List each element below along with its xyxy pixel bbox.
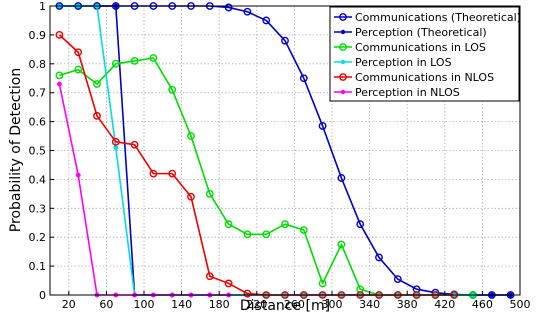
data-point — [149, 169, 158, 178]
x-tick-label: 60 — [99, 298, 113, 311]
data-point — [55, 71, 64, 80]
data-point — [262, 16, 271, 25]
legend-box — [329, 6, 520, 102]
x-tick-label: 260 — [284, 298, 305, 311]
data-point — [299, 74, 308, 83]
data-point — [93, 80, 101, 88]
data-point — [93, 111, 101, 120]
data-point — [187, 132, 195, 140]
data-point — [243, 230, 252, 239]
data-point — [74, 48, 83, 57]
legend-item: Perception in NLOS — [334, 86, 460, 99]
legend-label: Perception in LOS — [355, 56, 452, 69]
data-point — [149, 54, 158, 62]
data-point — [281, 220, 289, 229]
x-tick-label: 500 — [510, 298, 531, 311]
data-point — [356, 220, 365, 229]
data-point — [393, 275, 402, 284]
data-point — [262, 230, 271, 239]
data-point — [205, 189, 214, 198]
data-point — [205, 272, 214, 281]
legend-swatch-marker — [339, 13, 347, 21]
data-point — [187, 192, 195, 201]
data-point — [375, 253, 383, 262]
y-axis-label: Probability of Detection — [8, 68, 24, 232]
data-point — [243, 289, 252, 298]
y-tick-label: 0.7 — [29, 87, 47, 100]
y-tick-label: 0.1 — [29, 260, 47, 273]
x-axis-label: Distance [m] — [240, 298, 330, 314]
x-tick-label: 300 — [322, 298, 343, 311]
y-tick-label: 0.5 — [29, 145, 47, 158]
data-point — [111, 137, 120, 146]
x-tick-label: 180 — [209, 298, 230, 311]
data-point — [168, 85, 177, 94]
data-point — [55, 31, 64, 39]
legend-label: Communications in NLOS — [355, 71, 494, 84]
y-tick-label: 0 — [39, 289, 46, 302]
y-tick-label: 0.3 — [29, 202, 47, 215]
data-point — [111, 59, 120, 68]
data-point — [224, 279, 233, 288]
data-point — [56, 81, 62, 87]
legend-swatch-marker — [339, 73, 347, 81]
legend-item: Communications in LOS — [334, 41, 486, 54]
y-tick-label: 0.4 — [29, 173, 47, 186]
x-tick-label: 100 — [134, 298, 155, 311]
x-tick-label: 140 — [171, 298, 192, 311]
x-tick-label: 340 — [359, 298, 380, 311]
legend-label: Perception in NLOS — [355, 86, 460, 99]
legend-item: Communications (Theoretical) — [334, 11, 521, 24]
legend-swatch-marker — [340, 89, 346, 95]
legend-label: Communications (Theoretical) — [355, 11, 521, 24]
data-point — [337, 240, 346, 249]
x-tick-label: 20 — [62, 298, 76, 311]
legend-label: Communications in LOS — [355, 41, 486, 54]
legend-label: Perception (Theoretical) — [355, 26, 487, 39]
y-tick-label: 0.9 — [29, 29, 47, 42]
y-tick-label: 0.6 — [29, 116, 47, 129]
data-point — [318, 122, 327, 130]
tick-layer: 20 60 100 140 180 220 260 300 340 380 420 460 500 0 0.… — [29, 0, 531, 311]
data-point — [113, 145, 119, 151]
y-tick-label: 0.8 — [29, 58, 47, 71]
x-tick-label: 420 — [434, 298, 455, 311]
data-point — [318, 279, 327, 288]
data-point — [224, 220, 233, 229]
legend-item: Perception (Theoretical) — [334, 26, 487, 39]
legend-swatch-marker — [340, 29, 346, 35]
x-tick-label: 380 — [397, 298, 418, 311]
legend: Communications (Theoretical) Perception (… — [329, 6, 521, 102]
data-point — [224, 3, 233, 12]
data-point — [75, 172, 81, 178]
data-point — [74, 65, 83, 74]
data-point — [281, 36, 289, 45]
data-point — [168, 169, 177, 178]
data-point — [130, 57, 139, 65]
data-point — [130, 140, 139, 149]
x-tick-label: 220 — [246, 298, 267, 311]
data-point — [337, 174, 346, 182]
y-tick-label: 1 — [39, 0, 46, 13]
x-tick-label: 460 — [472, 298, 493, 311]
data-point — [299, 226, 308, 234]
legend-item: Communications in NLOS — [334, 71, 494, 84]
legend-swatch-marker — [340, 59, 346, 65]
y-tick-label: 0.2 — [29, 231, 47, 244]
data-point — [243, 7, 252, 16]
legend-item: Perception in LOS — [334, 56, 452, 69]
legend-swatch-marker — [339, 43, 347, 51]
